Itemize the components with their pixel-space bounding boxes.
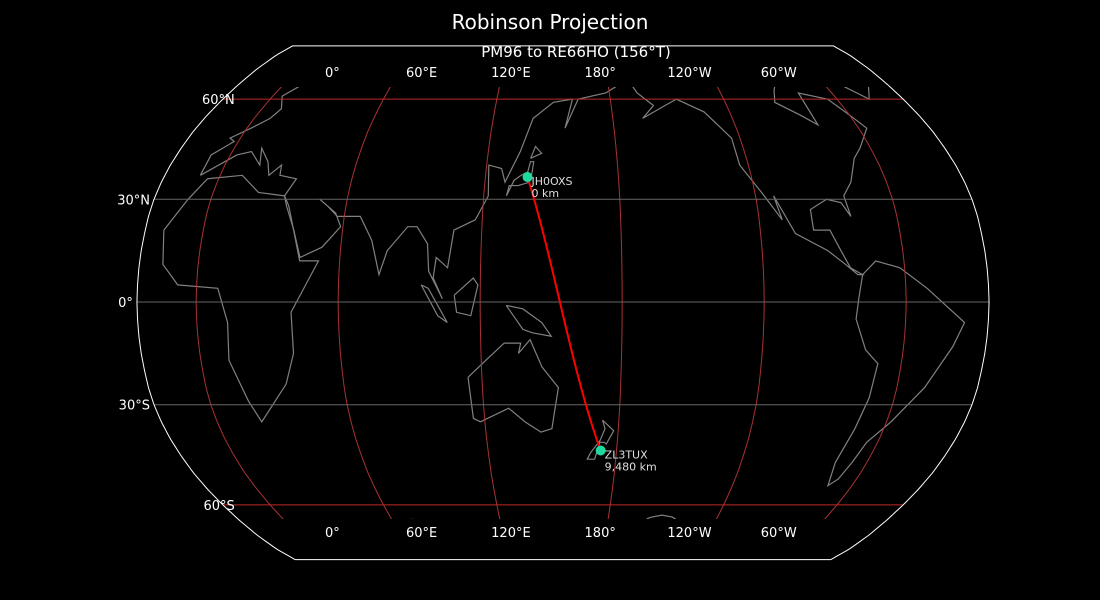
graticule bbox=[136, 87, 990, 519]
parallel-label: 30°N bbox=[117, 193, 150, 208]
map-title: Robinson Projection bbox=[451, 10, 649, 34]
meridian-label-top: 120°W bbox=[667, 66, 711, 81]
map-outline bbox=[136, 45, 990, 561]
meridian-label-bottom: 120°E bbox=[491, 526, 531, 541]
station-callsign: ZL3TUX bbox=[605, 448, 648, 461]
coastline bbox=[826, 260, 966, 488]
map-subtitle: PM96 to RE66HO (156°T) bbox=[481, 43, 671, 61]
meridian-label-bottom: 120°W bbox=[667, 526, 711, 541]
coastline bbox=[505, 161, 535, 197]
coastline bbox=[162, 174, 320, 423]
station-marker[interactable] bbox=[522, 172, 533, 183]
parallel-label: 60°S bbox=[203, 499, 234, 514]
map-border bbox=[136, 45, 990, 561]
coastline bbox=[710, 39, 768, 61]
coastline bbox=[420, 284, 448, 324]
coastline bbox=[586, 419, 615, 460]
coastline bbox=[199, 87, 617, 299]
meridian-label-top: 60°W bbox=[761, 66, 797, 81]
graticule-labels: 0° 0° 60°E 60°E 120°E 120°E 180° 180° 120°W 120°W… bbox=[117, 66, 797, 541]
meridian-label-top: 120°E bbox=[491, 66, 531, 81]
route-line bbox=[526, 176, 602, 451]
coastline bbox=[505, 304, 553, 338]
parallel-label: 60°N bbox=[202, 93, 235, 108]
meridian-label-bottom: 60°W bbox=[761, 526, 797, 541]
parallel-label: 0° bbox=[118, 296, 133, 311]
coastlines bbox=[162, 39, 966, 519]
station-marker[interactable] bbox=[595, 445, 606, 456]
coastline bbox=[453, 277, 479, 317]
meridian-label-bottom: 180° bbox=[585, 526, 616, 541]
meridian-label-top: 60°E bbox=[406, 66, 437, 81]
meridian-label-bottom: 60°E bbox=[406, 526, 437, 541]
station-callsign: JH0OXS bbox=[531, 175, 573, 188]
meridian-label-top: 180° bbox=[585, 66, 616, 81]
station-distance: 9,480 km bbox=[605, 460, 657, 473]
meridian-label-top: 0° bbox=[325, 66, 340, 81]
meridian-label-bottom: 0° bbox=[325, 526, 340, 541]
coastline bbox=[632, 87, 868, 276]
parallel-label: 30°S bbox=[119, 399, 150, 414]
coastline bbox=[530, 145, 543, 159]
coastline bbox=[467, 338, 560, 433]
station-distance: 0 km bbox=[532, 187, 560, 200]
